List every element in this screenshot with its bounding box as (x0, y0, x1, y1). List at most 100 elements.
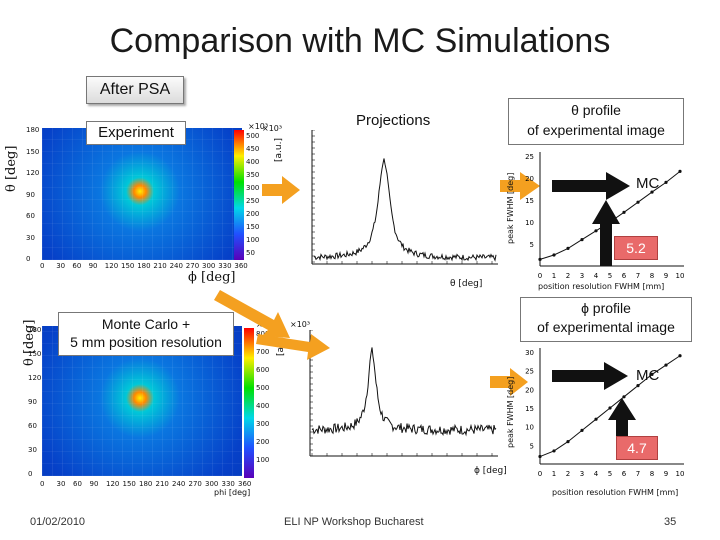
phi-data-point (622, 395, 626, 399)
experiment-colorbar-tick: 300 (246, 184, 260, 192)
phi-x-tick: 5 (608, 470, 612, 478)
theta-x-tick: 6 (622, 272, 627, 280)
mc-y-tick: 120 (28, 374, 42, 382)
theta-data-point (580, 238, 584, 242)
experiment-x-tick: 150 (121, 262, 135, 270)
mc-colorbar-tick: 700 (256, 348, 270, 356)
phi-x-tick: 6 (622, 470, 627, 478)
experiment-x-tick: 240 (169, 262, 183, 270)
experiment-y-tick: 180 (26, 126, 40, 134)
mc-x-tick: 90 (89, 480, 99, 488)
theta-x-tick: 4 (594, 272, 599, 280)
experiment-y-tick: 120 (26, 169, 40, 177)
experiment-colorbar-exp: ×10³ (248, 122, 269, 131)
proj-top-plot (311, 130, 498, 265)
phi-x-tick: 3 (580, 470, 584, 478)
phi-profile-plot: 30 25 20 15 10 5 0 1 2 3 4 5 6 7 8 9 10 (525, 348, 685, 478)
phi-x-tick: 2 (566, 470, 570, 478)
theta-x-tick: 0 (538, 272, 542, 280)
phi-value-badge: 4.7 (616, 436, 658, 460)
arrow-exp-to-proj (262, 176, 300, 204)
experiment-label: Experiment (86, 121, 186, 145)
proj-top-curve (313, 158, 497, 262)
mc-y-tick: 30 (28, 446, 37, 454)
theta-x-tick: 8 (650, 272, 654, 280)
theta-data-point (566, 246, 570, 250)
phi-data-point (608, 406, 612, 410)
theta-y-tick: 5 (530, 241, 534, 249)
experiment-colorbar-tick: 400 (246, 158, 260, 166)
theta-y-tick: 10 (525, 219, 534, 227)
theta-profile-plot: 25 20 15 10 5 0 1 2 3 4 5 6 7 8 9 10 (525, 152, 684, 280)
phi-x-tick: 9 (664, 470, 668, 478)
theta-y-tick: 20 (525, 175, 534, 183)
phi-x-axis-title: position resolution FWHM [mm] (552, 488, 679, 497)
mc-y-tick: 0 (28, 470, 33, 478)
experiment-heatmap (42, 128, 242, 260)
phi-data-point (580, 428, 584, 432)
mc-colorbar-tick: 600 (256, 366, 270, 374)
footer-event: ELI NP Workshop Bucharest (284, 516, 424, 528)
experiment-colorbar-tick: 350 (246, 171, 260, 179)
theta-mc-arrow (552, 172, 630, 200)
theta-x-tick: 1 (552, 272, 556, 280)
proj-bottom-y-exp: ×10³ (290, 320, 311, 329)
experiment-colorbar-tick: 500 (246, 132, 260, 140)
mc-x-axis-title: phi [deg] (214, 488, 251, 497)
experiment-colorbar (234, 130, 244, 260)
phi-mc-arrow (552, 362, 628, 390)
experiment-x-tick: 300 (202, 262, 216, 270)
after-psa-badge: After PSA (86, 76, 184, 104)
proj-top-y-exp: ×10³ (262, 124, 283, 133)
phi-data-point (594, 417, 598, 421)
arrow-mc-to-proj (256, 334, 330, 360)
mc-label-line1: Monte Carlo + (101, 316, 191, 332)
theta-data-point (664, 180, 668, 184)
phi-mc-label: MC (636, 367, 660, 384)
mc-colorbar-tick: 300 (256, 420, 270, 428)
mc-x-tick: 270 (188, 480, 202, 488)
experiment-colorbar-tick: 150 (246, 223, 260, 231)
experiment-x-tick: 270 (185, 262, 200, 270)
experiment-x-tick: 60 (72, 262, 82, 270)
mc-x-tick: 240 (172, 480, 186, 488)
experiment-y-tick: 90 (26, 190, 35, 199)
mc-y-tick: 60 (28, 422, 37, 430)
experiment-x-tick: 120 (104, 262, 119, 270)
mc-colorbar (244, 328, 254, 478)
phi-profile-title-line1: ϕ profile (581, 300, 631, 316)
phi-y-tick: 10 (525, 424, 534, 432)
phi-data-point (650, 372, 654, 376)
experiment-x-tick: 0 (40, 262, 45, 270)
experiment-colorbar-tick: 250 (246, 197, 260, 205)
experiment-x-axis-title: ϕ [deg] (188, 270, 236, 285)
experiment-x-tick: 210 (153, 262, 167, 270)
footer-date: 01/02/2010 (30, 516, 86, 528)
experiment-colorbar-tick: 50 (246, 249, 255, 257)
phi-x-tick: 0 (538, 470, 542, 478)
mc-colorbar-tick: 200 (256, 438, 270, 446)
phi-x-tick: 7 (636, 470, 640, 478)
phi-y-tick: 20 (525, 386, 534, 394)
theta-x-tick: 5 (608, 272, 612, 280)
phi-data-point (636, 384, 640, 388)
phi-x-tick: 4 (594, 470, 599, 478)
theta-x-tick: 7 (636, 272, 640, 280)
mc-x-tick: 120 (106, 480, 120, 488)
phi-profile-title-line2: of experimental image (537, 319, 675, 335)
theta-value-badge: 5.2 (614, 236, 658, 260)
proj-top-xlabel: θ [deg] (450, 279, 483, 289)
theta-data-point (622, 210, 626, 214)
theta-x-tick: 3 (580, 272, 584, 280)
phi-x-tick: 10 (676, 470, 685, 478)
theta-y-tick: 15 (525, 197, 534, 205)
experiment-x-tick: 330 (218, 262, 232, 270)
experiment-x-tick: 30 (56, 262, 66, 270)
phi-x-tick: 1 (552, 470, 556, 478)
phi-data-point (538, 454, 542, 459)
mc-colorbar-tick: 800 (256, 330, 270, 338)
phi-y-tick: 30 (525, 349, 534, 357)
theta-x-tick: 9 (664, 272, 668, 280)
